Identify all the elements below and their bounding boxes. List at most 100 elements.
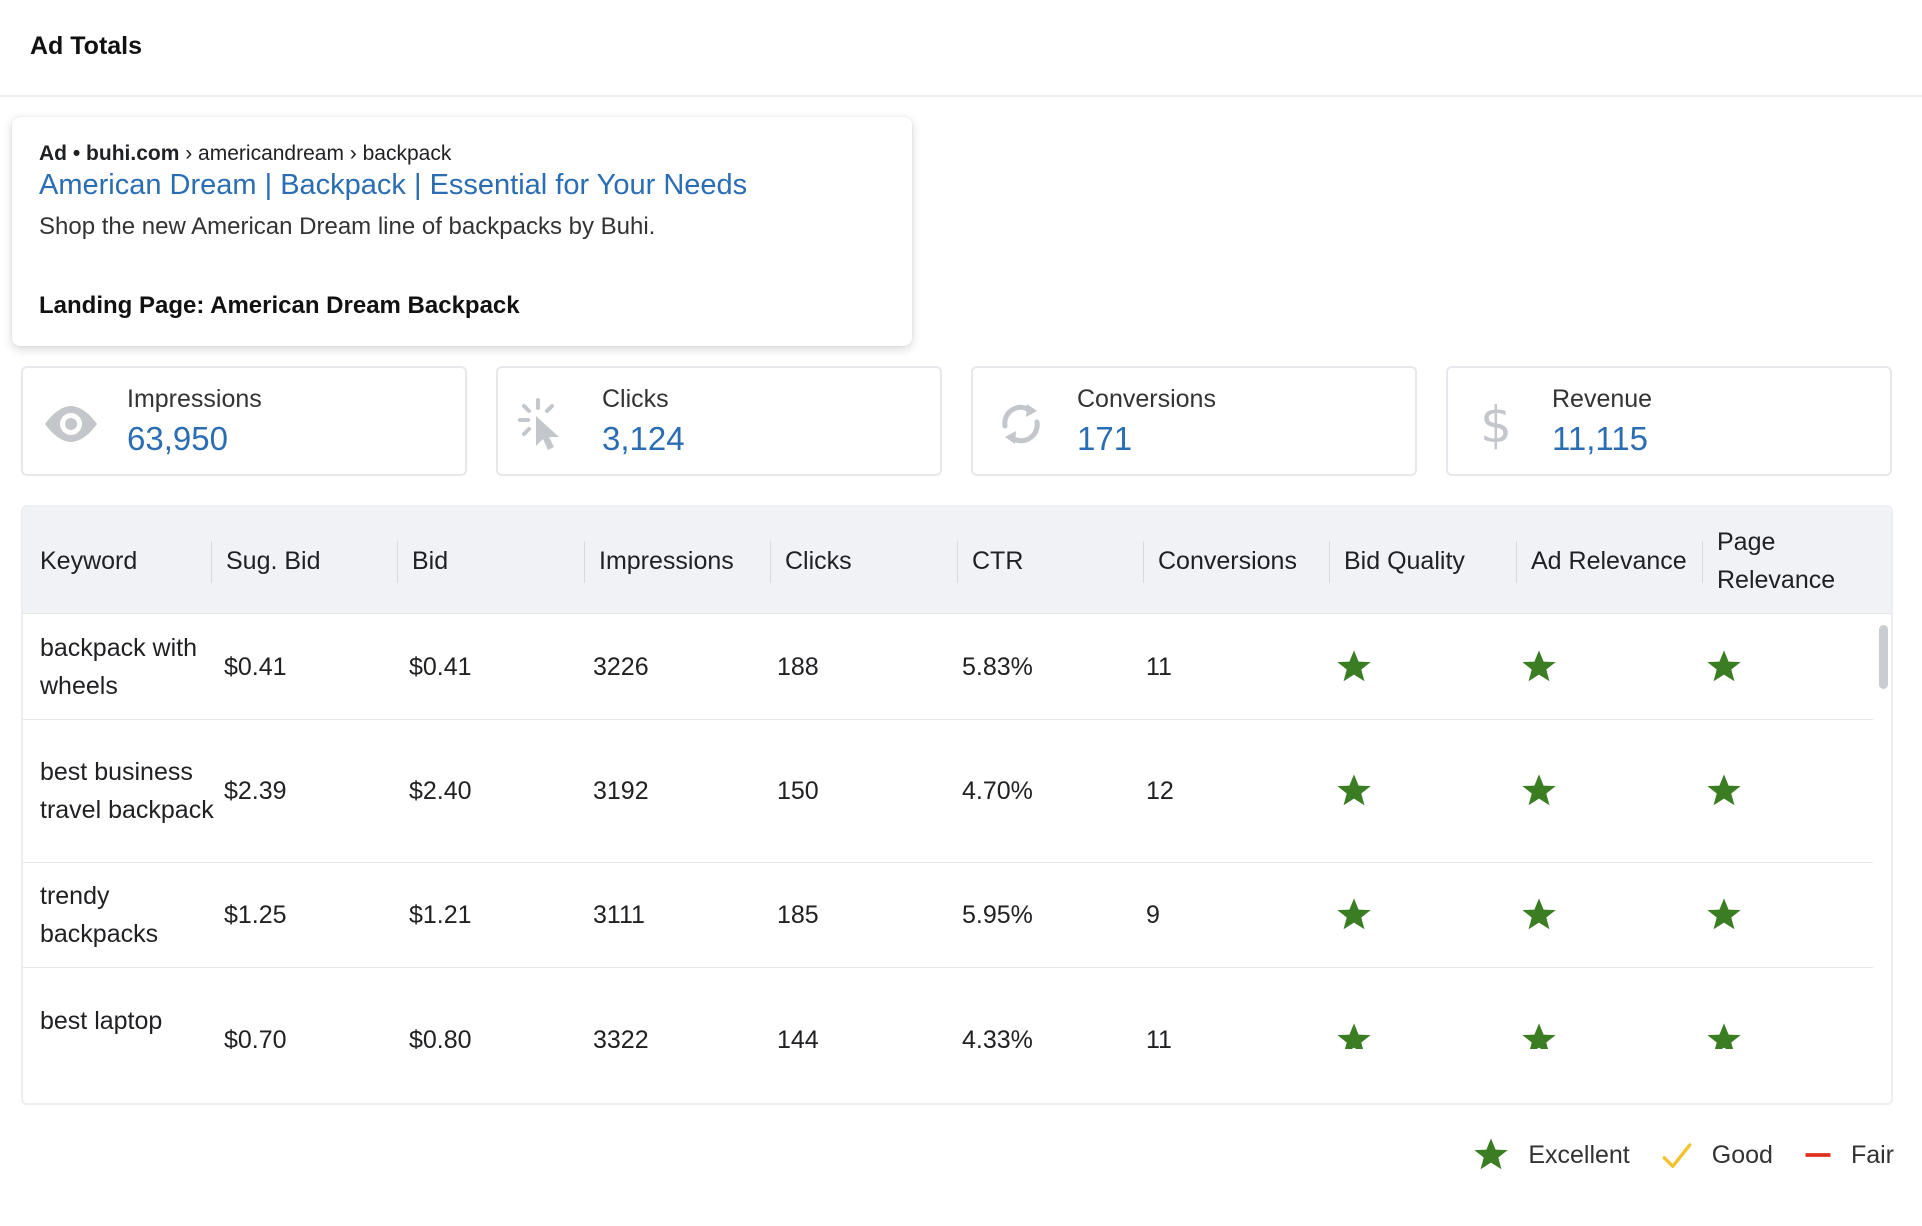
excellent-star-icon xyxy=(1337,1022,1371,1049)
cell-ad-relevance xyxy=(1520,615,1558,719)
column-header-ctr[interactable]: CTR xyxy=(972,546,1024,575)
cell-bid-quality xyxy=(1335,968,1373,1049)
refresh-icon xyxy=(1002,404,1040,444)
cell-impressions: 3322 xyxy=(593,1025,649,1050)
cell-ad-relevance xyxy=(1520,863,1558,967)
cell-page-relevance xyxy=(1705,720,1743,862)
cell-conversions: 11 xyxy=(1146,653,1172,681)
ad-label: Ad xyxy=(39,142,67,165)
ad-path: › americandream › backpack xyxy=(185,142,452,165)
legend-excellent-label: Excellent xyxy=(1528,1140,1630,1169)
table-row[interactable]: best business travel backpack $2.39 $2.4… xyxy=(23,720,1873,863)
ad-headline-link[interactable]: American Dream | Backpack | Essential fo… xyxy=(39,169,748,201)
table-scrollbar[interactable] xyxy=(1875,615,1891,1103)
cell-ctr: 4.70% xyxy=(962,777,1033,805)
column-header-keyword[interactable]: Keyword xyxy=(40,546,138,575)
table-row[interactable]: backpack with wheels $0.41 $0.41 3226 18… xyxy=(23,615,1873,720)
cell-impressions: 3111 xyxy=(593,901,645,929)
cell-sug-bid: $0.41 xyxy=(224,653,287,681)
column-header-conversions[interactable]: Conversions xyxy=(1158,546,1297,575)
cell-keyword: trendy backpacks xyxy=(40,882,159,948)
kpi-value: 63,950 xyxy=(127,420,228,457)
eye-icon xyxy=(45,406,97,442)
cell-impressions: 3226 xyxy=(593,653,649,681)
legend-good: Good xyxy=(1660,1138,1773,1172)
cell-conversions: 11 xyxy=(1146,1025,1172,1050)
cell-clicks: 185 xyxy=(777,901,819,929)
legend-good-label: Good xyxy=(1711,1140,1773,1169)
kpi-impressions: Impressions 63,950 xyxy=(21,366,467,476)
kpi-clicks: Clicks 3,124 xyxy=(496,366,942,476)
kpi-conversions: Conversions 171 xyxy=(971,366,1417,476)
cell-page-relevance xyxy=(1705,968,1743,1049)
ad-separator: • xyxy=(72,142,81,165)
scrollbar-thumb[interactable] xyxy=(1879,625,1888,689)
cell-bid: $0.80 xyxy=(409,1025,472,1050)
cell-conversions: 9 xyxy=(1146,901,1160,929)
cell-page-relevance xyxy=(1705,615,1743,719)
page-title: Ad Totals xyxy=(30,32,143,60)
cell-bid-quality xyxy=(1335,615,1373,719)
click-pointer-icon xyxy=(518,398,559,450)
table-header: Keyword Sug. Bid Bid Impressions Clicks … xyxy=(23,507,1891,614)
excellent-star-icon xyxy=(1707,1022,1741,1049)
column-header-sug-bid[interactable]: Sug. Bid xyxy=(226,546,321,575)
excellent-star-icon xyxy=(1707,898,1741,930)
ad-preview-card: Ad • buhi.com › americandream › backpack… xyxy=(12,117,912,346)
cell-bid: $2.40 xyxy=(409,777,472,805)
kpi-value: 11,115 xyxy=(1552,420,1649,457)
cell-ctr: 4.33% xyxy=(962,1025,1033,1050)
table-body: backpack with wheels $0.41 $0.41 3226 18… xyxy=(23,615,1875,1049)
kpi-label: Clicks xyxy=(602,385,669,413)
table-row[interactable]: best laptop backpack for $0.70 $0.80 332… xyxy=(23,968,1873,1049)
kpi-label: Revenue xyxy=(1552,385,1653,413)
column-header-page-relevance[interactable]: Page Relevance xyxy=(1717,527,1836,594)
column-header-clicks[interactable]: Clicks xyxy=(785,546,852,575)
cell-clicks: 144 xyxy=(777,1025,819,1050)
excellent-star-icon xyxy=(1522,898,1556,930)
cell-page-relevance xyxy=(1705,863,1743,967)
kpi-label: Impressions xyxy=(127,385,262,413)
cell-impressions: 3192 xyxy=(593,777,649,805)
landing-page-label: Landing Page: American Dream Backpack xyxy=(39,292,520,319)
good-check-icon xyxy=(1662,1143,1692,1169)
excellent-star-icon xyxy=(1522,650,1556,682)
keyword-table: Keyword Sug. Bid Bid Impressions Clicks … xyxy=(21,505,1893,1105)
excellent-star-icon xyxy=(1337,774,1371,806)
cell-conversions: 12 xyxy=(1146,777,1174,805)
dollar-icon: $ xyxy=(1480,396,1512,452)
kpi-label: Conversions xyxy=(1077,385,1216,413)
legend-fair: Fair xyxy=(1803,1140,1894,1170)
excellent-star-icon xyxy=(1522,774,1556,806)
legend-fair-label: Fair xyxy=(1850,1140,1894,1169)
cell-bid: $1.21 xyxy=(409,901,472,929)
column-header-ad-relevance[interactable]: Ad Relevance xyxy=(1531,546,1687,575)
column-header-bid[interactable]: Bid xyxy=(412,546,449,575)
excellent-star-icon xyxy=(1707,774,1741,806)
cell-keyword: best laptop backpack for xyxy=(40,1006,182,1050)
column-header-bid-quality[interactable]: Bid Quality xyxy=(1344,546,1465,575)
ad-display-url: Ad • buhi.com › americandream › backpack xyxy=(39,142,451,166)
cell-ad-relevance xyxy=(1520,720,1558,862)
cell-sug-bid: $1.25 xyxy=(224,901,287,929)
cell-bid-quality xyxy=(1335,863,1373,967)
excellent-star-icon xyxy=(1522,1022,1556,1049)
svg-text:$: $ xyxy=(1480,396,1512,452)
cell-ctr: 5.95% xyxy=(962,901,1033,929)
cell-clicks: 150 xyxy=(777,777,819,805)
excellent-star-icon xyxy=(1337,898,1371,930)
excellent-star-icon xyxy=(1474,1138,1508,1170)
cell-keyword: backpack with wheels xyxy=(40,634,198,700)
excellent-star-icon xyxy=(1707,650,1741,682)
column-header-impressions[interactable]: Impressions xyxy=(599,546,734,575)
cell-bid: $0.41 xyxy=(409,653,472,681)
kpi-value: 3,124 xyxy=(602,420,685,457)
legend-excellent: Excellent xyxy=(1472,1136,1630,1174)
cell-ctr: 5.83% xyxy=(962,653,1033,681)
kpi-value: 171 xyxy=(1077,420,1133,457)
ad-description: Shop the new American Dream line of back… xyxy=(39,213,656,240)
cell-sug-bid: $0.70 xyxy=(224,1025,287,1050)
table-row[interactable]: trendy backpacks $1.25 $1.21 3111 185 5.… xyxy=(23,863,1873,968)
cell-sug-bid: $2.39 xyxy=(224,777,287,805)
kpi-revenue: $ Revenue 11,115 xyxy=(1446,366,1892,476)
